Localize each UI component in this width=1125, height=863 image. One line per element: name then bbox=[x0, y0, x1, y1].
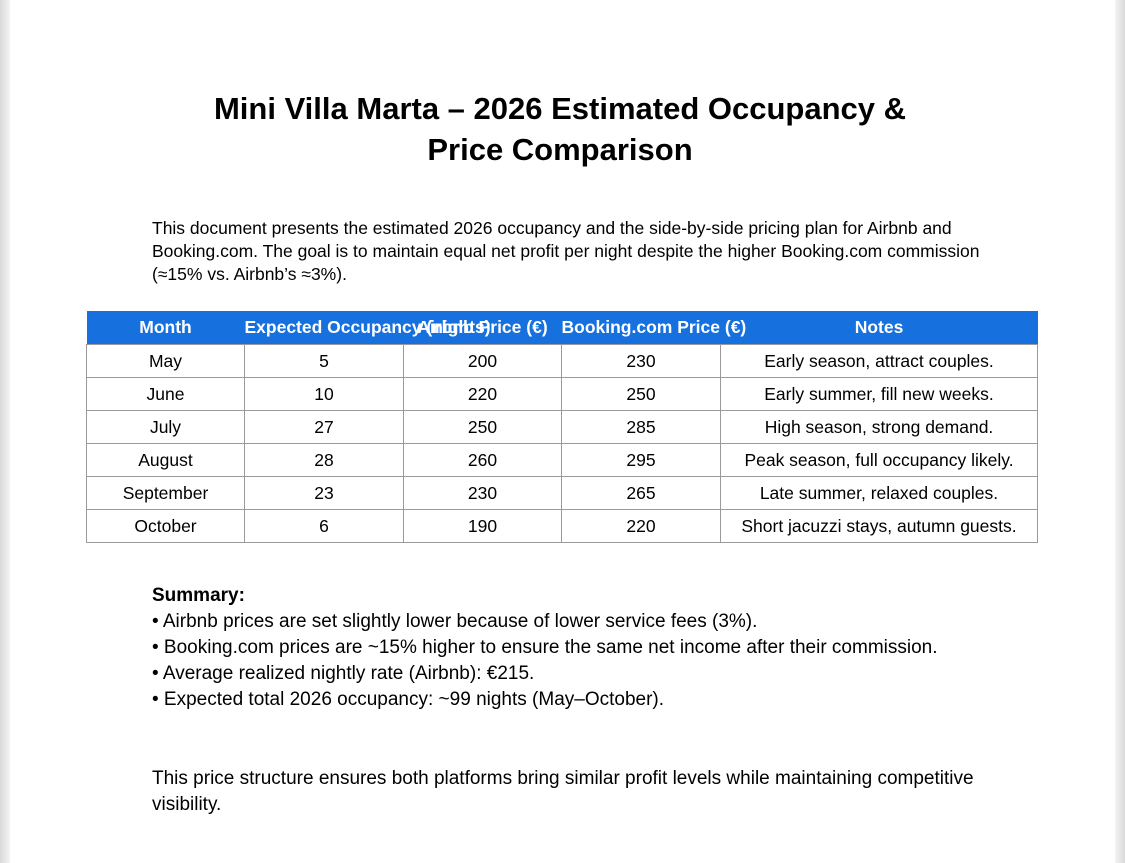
cell-month: June bbox=[86, 377, 245, 411]
cell-occupancy: 27 bbox=[244, 410, 404, 444]
intro-paragraph: This document presents the estimated 202… bbox=[152, 218, 980, 284]
cell-month: May bbox=[86, 344, 245, 378]
summary-bullet: • Average realized nightly rate (Airbnb)… bbox=[152, 663, 535, 684]
cell-notes: Early season, attract couples. bbox=[720, 344, 1038, 378]
cell-airbnb-price: 220 bbox=[403, 377, 562, 411]
closing-paragraph: This price structure ensures both platfo… bbox=[152, 768, 974, 815]
cell-notes: Peak season, full occupancy likely. bbox=[720, 443, 1038, 477]
cell-occupancy: 6 bbox=[244, 509, 404, 543]
cell-notes: Early summer, fill new weeks. bbox=[720, 377, 1038, 411]
header-expected-occupancy: Expected Occupancy (nights) bbox=[244, 311, 491, 345]
cell-airbnb-price: 260 bbox=[403, 443, 562, 477]
cell-month: July bbox=[86, 410, 245, 444]
table-row: July 27 250 285 High season, strong dema… bbox=[86, 410, 1038, 444]
cell-occupancy: 10 bbox=[244, 377, 404, 411]
page-edge-left bbox=[0, 0, 10, 863]
pricing-table: Month Expected Occupancy (nights) Airbnb… bbox=[86, 311, 1038, 543]
summary-heading: Summary: bbox=[152, 585, 245, 606]
cell-airbnb-price: 230 bbox=[403, 476, 562, 510]
summary-section: Summary: • Airbnb prices are set slightl… bbox=[152, 583, 982, 713]
cell-notes: Late summer, relaxed couples. bbox=[720, 476, 1038, 510]
cell-booking-price: 250 bbox=[561, 377, 721, 411]
cell-month: August bbox=[86, 443, 245, 477]
cell-occupancy: 5 bbox=[244, 344, 404, 378]
cell-airbnb-price: 250 bbox=[403, 410, 562, 444]
table-row: September 23 230 265 Late summer, relaxe… bbox=[86, 476, 1038, 510]
document-title-line-2: Price Comparison bbox=[427, 132, 693, 167]
cell-booking-price: 285 bbox=[561, 410, 721, 444]
document-title-line-1: Mini Villa Marta – 2026 Estimated Occupa… bbox=[213, 91, 907, 126]
cell-booking-price: 295 bbox=[561, 443, 721, 477]
table-row: October 6 190 220 Short jacuzzi stays, a… bbox=[86, 509, 1038, 543]
summary-bullet: • Expected total 2026 occupancy: ~99 nig… bbox=[152, 689, 665, 710]
header-notes: Notes bbox=[720, 311, 1038, 345]
cell-month: September bbox=[86, 476, 245, 510]
header-booking-price: Booking.com Price (€) bbox=[561, 311, 746, 345]
cell-occupancy: 28 bbox=[244, 443, 404, 477]
cell-booking-price: 230 bbox=[561, 344, 721, 378]
cell-notes: High season, strong demand. bbox=[720, 410, 1038, 444]
cell-booking-price: 265 bbox=[561, 476, 721, 510]
page-edge-right bbox=[1115, 0, 1125, 863]
cell-airbnb-price: 190 bbox=[403, 509, 562, 543]
table-row: June 10 220 250 Early summer, fill new w… bbox=[86, 377, 1038, 411]
summary-bullet: • Airbnb prices are set slightly lower b… bbox=[152, 611, 758, 632]
cell-occupancy: 23 bbox=[244, 476, 404, 510]
cell-airbnb-price: 200 bbox=[403, 344, 562, 378]
table-row: August 28 260 295 Peak season, full occu… bbox=[86, 443, 1038, 477]
cell-notes: Short jacuzzi stays, autumn guests. bbox=[720, 509, 1038, 543]
cell-booking-price: 220 bbox=[561, 509, 721, 543]
cell-month: October bbox=[86, 509, 245, 543]
table-row: May 5 200 230 Early season, attract coup… bbox=[86, 344, 1038, 378]
header-airbnb-price: Airbnb Price (€) bbox=[403, 311, 562, 345]
summary-bullet: • Booking.com prices are ~15% higher to … bbox=[152, 637, 938, 658]
header-month: Month bbox=[86, 311, 245, 345]
table-header-row: Month Expected Occupancy (nights) Airbnb… bbox=[86, 311, 1038, 345]
document-title: Mini Villa Marta – 2026 Estimated Occupa… bbox=[150, 88, 970, 170]
